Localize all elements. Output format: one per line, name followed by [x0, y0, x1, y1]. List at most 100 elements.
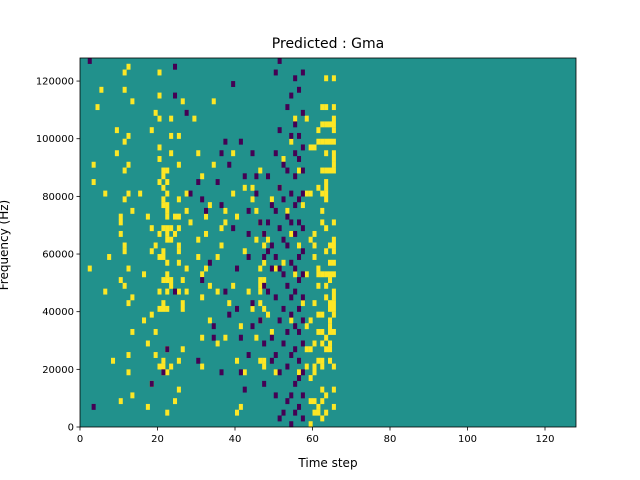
heatmap-cell-high [126, 352, 131, 358]
heatmap-cell-low [297, 277, 302, 284]
plot-frame [79, 57, 577, 428]
heatmap-cell-low [207, 259, 212, 266]
heatmap-cell-high [126, 369, 131, 376]
heatmap-cell-high [157, 254, 162, 260]
heatmap-cell-high [328, 167, 333, 174]
heatmap-cell-high [316, 403, 321, 410]
heatmap-cell-low [281, 340, 286, 347]
heatmap-cell-high [258, 357, 263, 364]
heatmap-cell-high [328, 121, 333, 128]
heatmap-cell-high [331, 115, 336, 122]
heatmap-cell-high [324, 225, 329, 232]
heatmap-cell-high [324, 75, 329, 82]
heatmap-cell-low [250, 150, 255, 157]
heatmap-cell-low [211, 334, 216, 341]
heatmap-cell-high [118, 277, 123, 284]
heatmap-cell-high [165, 236, 170, 243]
heatmap-cell-high [130, 98, 135, 105]
heatmap-cell-high [312, 398, 317, 405]
heatmap-cell-high [331, 328, 336, 335]
heatmap-cell-low [300, 392, 305, 399]
heatmap-cell-high [161, 300, 166, 307]
heatmap-cell-low [277, 127, 282, 134]
heatmap-cell-high [320, 219, 325, 226]
heatmap-cell-high [196, 236, 201, 243]
heatmap-cell-high [118, 230, 123, 237]
y-tick-label: 60000 [42, 250, 74, 261]
heatmap-cell-high [331, 150, 336, 157]
heatmap-cell-high [331, 127, 336, 134]
heatmap-cell-high [324, 271, 329, 278]
heatmap-cell-low [91, 403, 96, 410]
heatmap-cell-low [277, 415, 282, 422]
heatmap-cell-low [269, 265, 274, 272]
heatmap-cell-low [289, 392, 294, 399]
heatmap-cell-high [297, 242, 302, 249]
heatmap-cell-high [176, 288, 181, 295]
heatmap-cell-high [281, 156, 286, 162]
heatmap-cell-high [320, 121, 325, 128]
heatmap-cell-low [196, 179, 201, 185]
heatmap-cell-low [273, 207, 278, 214]
heatmap-cell-low [293, 265, 298, 272]
heatmap-cell-high [153, 328, 158, 335]
heatmap-cell-high [169, 282, 174, 289]
heatmap-cell-high [103, 190, 108, 197]
y-tick-label: 120000 [36, 77, 74, 88]
heatmap-cell-low [300, 271, 305, 278]
heatmap-cell-low [293, 150, 298, 157]
heatmap-cell-high [324, 167, 329, 174]
heatmap-cell-high [165, 369, 170, 376]
heatmap-cell-high [316, 357, 321, 364]
y-tick-label: 100000 [36, 134, 74, 145]
heatmap-cell-low [300, 225, 305, 232]
heatmap-cell-high [320, 104, 325, 111]
heatmap-cell-high [320, 167, 325, 174]
heatmap-cell-high [169, 132, 174, 139]
heatmap-cell-high [204, 213, 209, 220]
heatmap-cell-low [219, 150, 224, 157]
heatmap-cell-high [149, 248, 154, 255]
heatmap-cell-high [204, 265, 209, 272]
plot-area [79, 57, 577, 428]
heatmap-cell-high [324, 248, 329, 255]
heatmap-cell-high [328, 271, 333, 278]
heatmap-cell-high [331, 248, 336, 255]
heatmap-cell-low [300, 144, 305, 151]
heatmap-cell-low [273, 150, 278, 157]
heatmap-cell-low [289, 92, 294, 99]
heatmap-cell-low [281, 305, 286, 312]
heatmap-cell-low [238, 369, 243, 376]
heatmap-cell-high [95, 104, 100, 111]
heatmap-cell-high [207, 202, 212, 209]
heatmap-cell-low [289, 352, 294, 358]
heatmap-cell-low [188, 190, 193, 197]
heatmap-cell-high [91, 179, 96, 185]
heatmap-cell-high [308, 398, 313, 405]
heatmap-cell-low [173, 63, 178, 70]
heatmap-cell-low [277, 317, 282, 324]
heatmap-cell-low [297, 132, 302, 139]
heatmap-cell-high [262, 305, 267, 312]
heatmap-cell-low [293, 346, 298, 353]
heatmap-cell-high [297, 369, 302, 376]
heatmap-cell-high [316, 138, 321, 145]
heatmap-cell-high [122, 69, 127, 76]
heatmap-cell-low [281, 236, 286, 243]
heatmap-cell-high [207, 317, 212, 324]
heatmap-cell-low [293, 288, 298, 295]
heatmap-cell-high [331, 403, 336, 410]
heatmap-cell-high [122, 86, 127, 93]
heatmap-cell-low [273, 254, 278, 260]
heatmap-cell-low [161, 369, 166, 376]
heatmap-cell-high [331, 288, 336, 295]
heatmap-cell-low [300, 109, 305, 116]
heatmap-cell-high [200, 334, 205, 341]
heatmap-cell-low [262, 340, 267, 347]
heatmap-cell-high [331, 104, 336, 111]
y-tick-label: 80000 [42, 192, 74, 203]
heatmap-cell-low [300, 317, 305, 324]
heatmap-cell-low [293, 75, 298, 82]
heatmap-cell-low [269, 334, 274, 341]
heatmap-cell-high [258, 167, 263, 174]
